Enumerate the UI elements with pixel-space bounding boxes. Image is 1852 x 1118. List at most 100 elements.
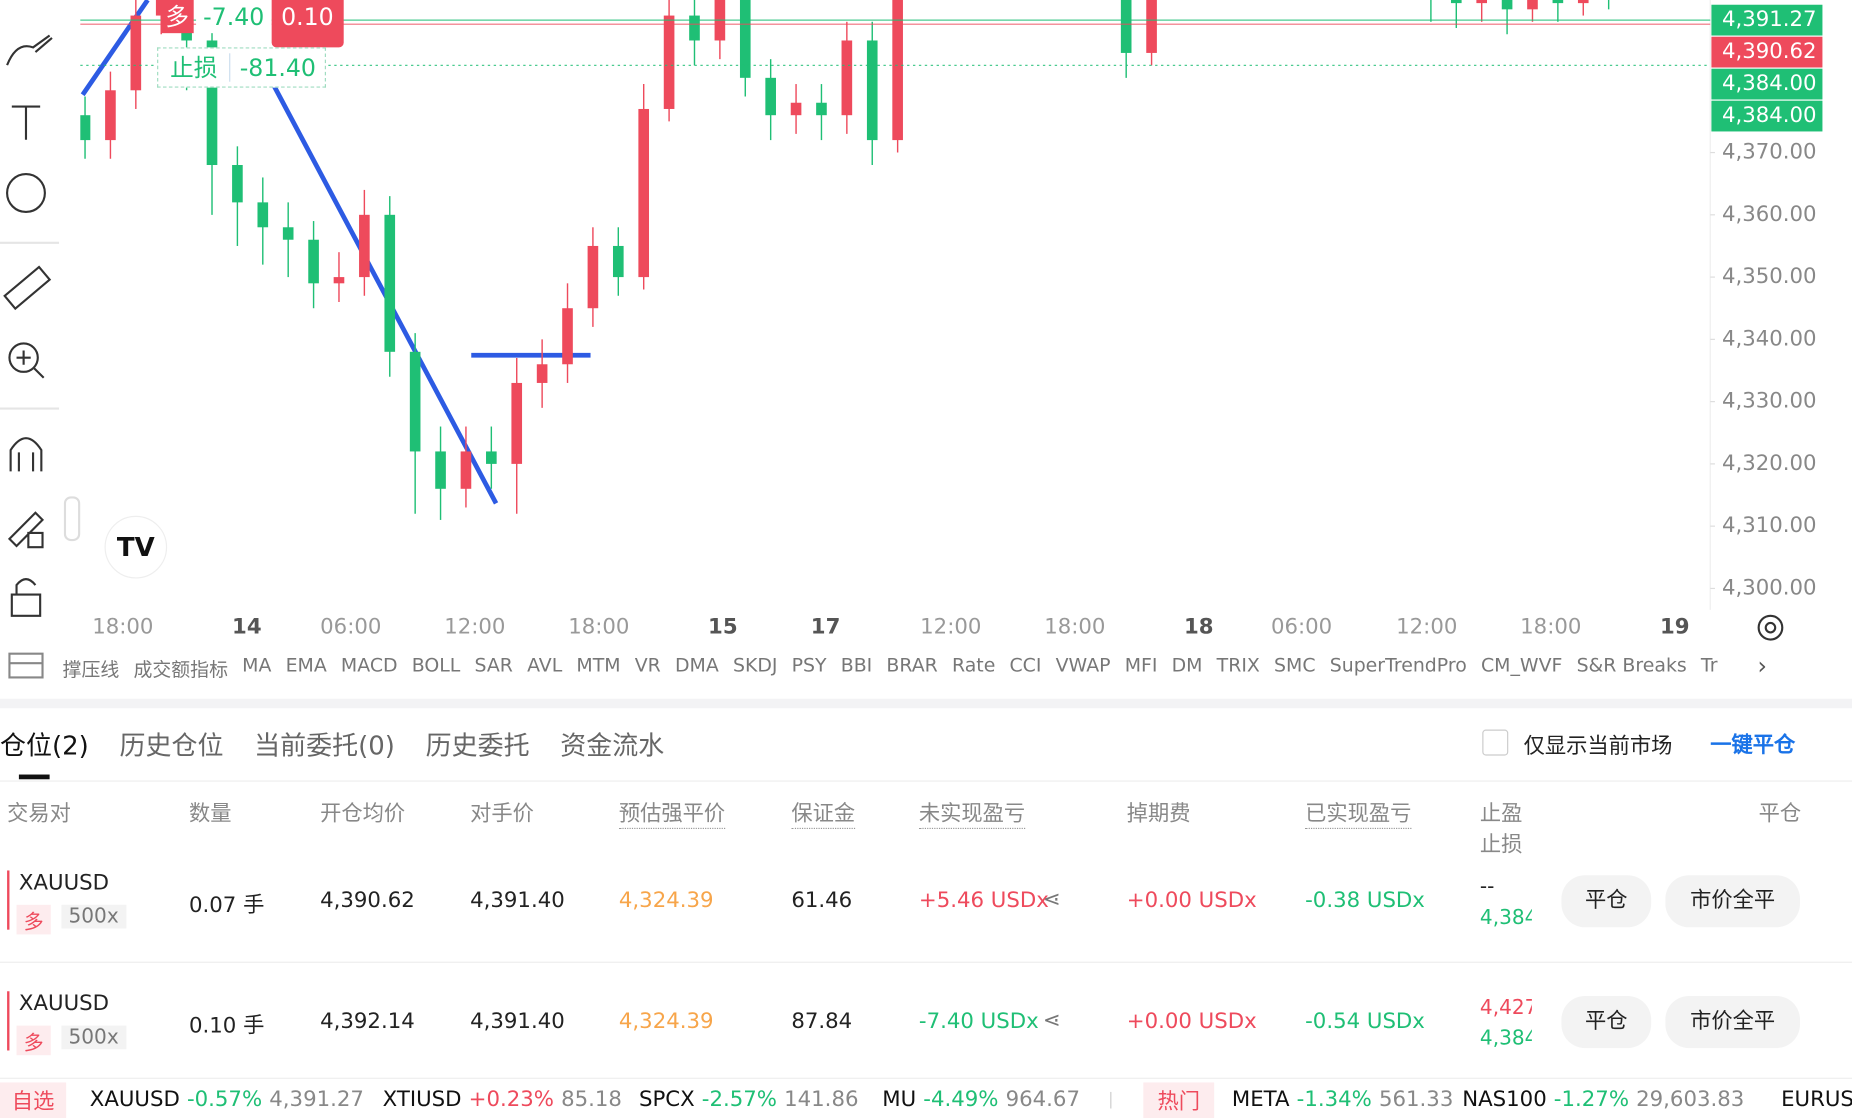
- candle-body: [257, 202, 269, 228]
- market-close-button[interactable]: 市价全平: [1665, 875, 1800, 928]
- scroll-right[interactable]: ›: [1757, 651, 1767, 680]
- indicator[interactable]: MA: [242, 653, 272, 677]
- stop-label[interactable]: 止损 -81.40: [157, 47, 327, 88]
- ticker-item[interactable]: XAUUSD -0.57% 4,391.27: [90, 1087, 364, 1112]
- indicator[interactable]: Rate: [951, 653, 996, 677]
- candle-body: [511, 382, 523, 464]
- liq-price: 4,324.39: [618, 888, 714, 914]
- indicator[interactable]: AVL: [527, 653, 563, 677]
- y-tick-label: 4,350.00: [1722, 264, 1817, 289]
- indicator[interactable]: DMA: [674, 653, 719, 677]
- tab[interactable]: 历史仓位: [119, 731, 224, 762]
- x-tick-label: 12:00: [920, 615, 981, 640]
- collapse-handle[interactable]: [63, 496, 81, 542]
- separator: [1110, 1091, 1112, 1109]
- indicator[interactable]: CM_WVF: [1480, 653, 1563, 677]
- stop-text: 止损: [170, 53, 218, 82]
- candle-body: [1501, 0, 1513, 10]
- indicator[interactable]: SMC: [1274, 653, 1316, 677]
- indicator[interactable]: 成交额指标: [133, 658, 228, 681]
- close-button[interactable]: 平仓: [1561, 995, 1652, 1049]
- ticker-item[interactable]: MU -4.49% 964.67: [882, 1087, 1080, 1112]
- text-icon[interactable]: [11, 105, 41, 140]
- indicator[interactable]: BOLL: [411, 653, 461, 677]
- indicator[interactable]: SuperTrendPro: [1329, 653, 1467, 677]
- unlock-icon[interactable]: [10, 578, 42, 617]
- tab[interactable]: 仓位(2): [0, 731, 89, 762]
- indicator[interactable]: S&R Breaks: [1576, 653, 1687, 677]
- table-header: 预估强平价: [618, 797, 726, 830]
- filter-label: 仅显示当前市场: [1523, 734, 1673, 760]
- table-header: 未实现盈亏: [918, 797, 1026, 830]
- side-stripe: [7, 870, 10, 930]
- indicator[interactable]: PSY: [791, 653, 827, 677]
- indicator[interactable]: TRIX: [1216, 653, 1260, 677]
- candle-body: [1577, 0, 1589, 4]
- ruler-icon[interactable]: [3, 265, 52, 311]
- candle-body: [384, 214, 396, 352]
- indicator[interactable]: DM: [1171, 653, 1203, 677]
- checkbox[interactable]: [1482, 729, 1509, 756]
- indicator[interactable]: SAR: [474, 653, 513, 677]
- margin: 87.84: [791, 1009, 853, 1034]
- share-icon[interactable]: ⋖: [1042, 1007, 1061, 1033]
- tab[interactable]: 当前委托(0): [254, 731, 395, 762]
- indicator[interactable]: MFI: [1124, 653, 1158, 677]
- indicator[interactable]: 撑压线: [62, 658, 120, 681]
- indicator[interactable]: Tr: [1700, 653, 1718, 677]
- share-icon[interactable]: ⋖: [1042, 887, 1061, 912]
- ticker-item[interactable]: SPCX -2.57% 141.86: [639, 1087, 859, 1112]
- chart: TV 4,300.00 4,310.00 4,320.00 4,330.00 4,340…: [0, 0, 1823, 679]
- candle-body: [435, 451, 446, 489]
- hot-label[interactable]: 热门: [1143, 1082, 1215, 1118]
- ticker-item[interactable]: NAS100 -1.27% 29,603.83: [1462, 1087, 1744, 1112]
- layout-icon[interactable]: [8, 652, 44, 679]
- lock-draw-icon[interactable]: [7, 511, 45, 549]
- indicator[interactable]: VWAP: [1055, 653, 1111, 677]
- draw-icon[interactable]: [6, 34, 53, 66]
- tab[interactable]: 资金流水: [560, 731, 665, 762]
- y-tick-label: 4,300.00: [1722, 575, 1817, 600]
- ticker-change: -0.57%: [186, 1087, 263, 1113]
- indicator[interactable]: EMA: [285, 653, 327, 677]
- stop-loss: 4,384: [1479, 1026, 1532, 1051]
- table-header: 止盈止损: [1479, 801, 1523, 858]
- indicator[interactable]: SKDJ: [732, 653, 778, 677]
- position-qty[interactable]: 0.10: [271, 0, 344, 48]
- indicator[interactable]: CCI: [1009, 653, 1042, 677]
- watch-label[interactable]: 自选: [0, 1082, 67, 1118]
- candle-body: [1450, 0, 1462, 4]
- leverage: 500x: [61, 904, 126, 929]
- indicator[interactable]: MTM: [576, 653, 621, 677]
- stop-pnl: -81.40: [229, 53, 326, 82]
- candle-body: [206, 40, 218, 166]
- ticker-item[interactable]: META -1.34% 561.33: [1232, 1087, 1453, 1112]
- svg-text:TV: TV: [117, 533, 155, 563]
- candle-body: [562, 308, 573, 365]
- ticker-item[interactable]: XTIUSD +0.23% 85.18: [383, 1087, 622, 1112]
- margin: 61.46: [791, 888, 853, 914]
- indicator[interactable]: BBI: [840, 653, 873, 677]
- close-button[interactable]: 平仓: [1561, 875, 1652, 928]
- close-all[interactable]: 一键平仓: [1710, 733, 1796, 758]
- candle-body: [841, 40, 853, 116]
- settings-icon[interactable]: [1757, 614, 1784, 641]
- indicator[interactable]: BRAR: [886, 653, 938, 677]
- magnet-icon[interactable]: [9, 437, 43, 472]
- ticker-change: -2.57%: [701, 1087, 778, 1113]
- ticker-item[interactable]: EURUS: [1781, 1087, 1852, 1112]
- liq-price: 4,324.39: [618, 1009, 714, 1034]
- indicator[interactable]: VR: [634, 653, 661, 677]
- price-tag-label: 4,384.00: [1722, 103, 1817, 128]
- indicator[interactable]: MACD: [340, 653, 398, 677]
- candle-body: [409, 351, 421, 452]
- candle-body: [739, 0, 751, 78]
- x-tick-label: 18:00: [1044, 615, 1105, 640]
- tab[interactable]: 历史委托: [425, 731, 530, 762]
- y-tick-label: 4,310.00: [1722, 513, 1817, 538]
- zoom-icon[interactable]: [8, 342, 39, 373]
- y-tick-label: 4,370.00: [1722, 140, 1817, 165]
- emoji-icon[interactable]: [6, 173, 46, 214]
- market-close-button[interactable]: 市价全平: [1665, 995, 1800, 1049]
- candle-body: [130, 15, 142, 91]
